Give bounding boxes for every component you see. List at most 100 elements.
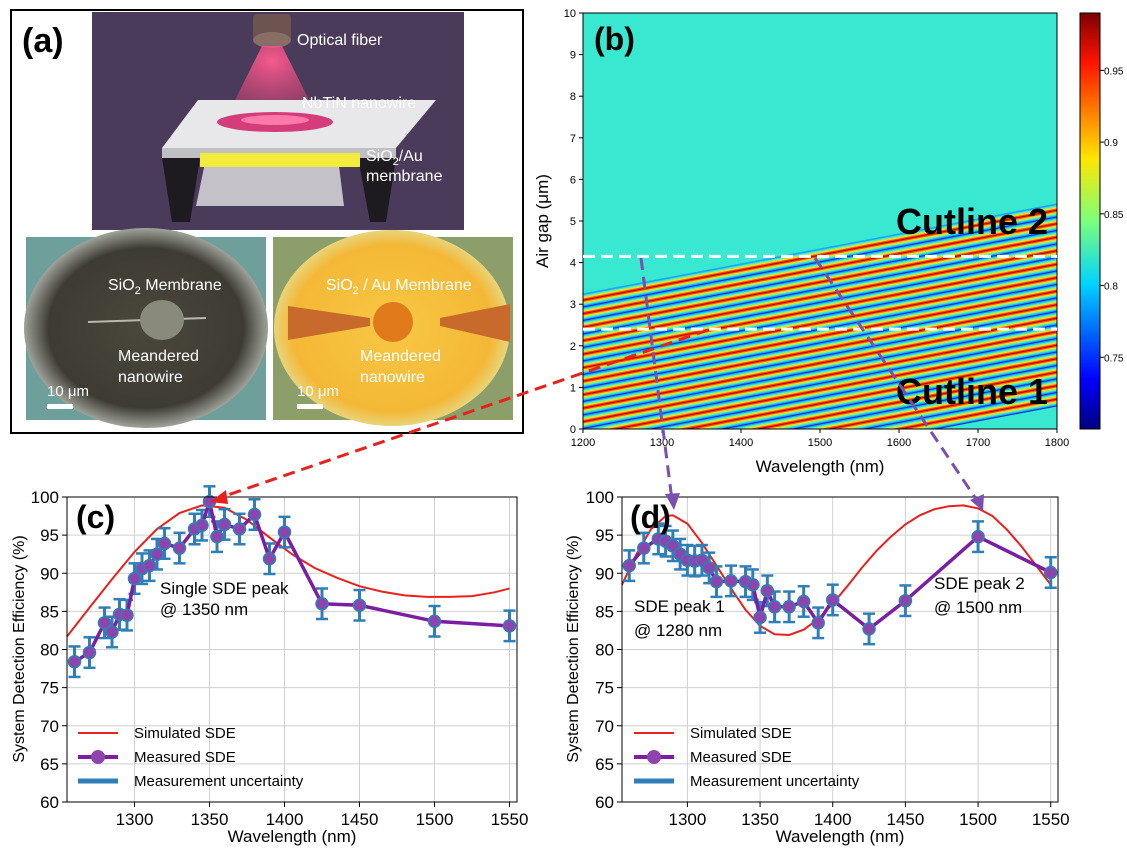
colorbar-tick-label: 0.95 bbox=[1104, 66, 1124, 77]
arrow-head-d-right bbox=[970, 494, 984, 511]
measured-point bbox=[825, 593, 840, 607]
legend-entry: Simulated SDE bbox=[690, 725, 792, 742]
x-tick-label: 1550 bbox=[491, 810, 529, 829]
measured-point bbox=[746, 577, 760, 592]
measured-point bbox=[782, 600, 796, 614]
legend-entry: Measurement uncertainty bbox=[690, 773, 860, 790]
cutlines: Cutline 1 Cutline 2 bbox=[583, 201, 1057, 412]
chip-leg-right bbox=[358, 158, 396, 222]
measured-point bbox=[862, 622, 876, 636]
y-tick-label: 65 bbox=[40, 755, 59, 774]
heatmap-ticks: 1200 1300 1400 1500 1600 1700 1800 0 1 2 3 4 5 6 7 8 9 10 bbox=[564, 8, 1069, 449]
colorbar-ticks: 0.75 0.8 0.85 0.9 0.95 bbox=[1100, 66, 1124, 364]
measured-point bbox=[898, 593, 913, 608]
arrow-head-c bbox=[210, 490, 228, 504]
measured-point bbox=[172, 541, 187, 555]
c-ticks: 1300 1350 1400 1450 1500 1550 60 65 70 75 80 85 90 95… bbox=[31, 488, 529, 829]
au-membrane bbox=[200, 153, 360, 167]
measured-point bbox=[277, 525, 292, 539]
heatmap-y-tick-label: 4 bbox=[570, 258, 576, 270]
heatmap-y-tick-label: 2 bbox=[570, 341, 576, 353]
heatmap-y-tick-label: 10 bbox=[564, 8, 576, 20]
panel-a-label: (a) bbox=[22, 22, 64, 60]
c-annotation-2: @ 1350 nm bbox=[160, 600, 248, 619]
measured-point bbox=[247, 507, 262, 522]
meander-right bbox=[373, 302, 413, 342]
legend-entry: Measured SDE bbox=[134, 749, 236, 766]
heatmap-x-tick-label: 1600 bbox=[887, 437, 911, 449]
measured-point bbox=[666, 539, 680, 553]
membrane-label: SiO2/Au bbox=[366, 148, 423, 168]
panel-d-label: (d) bbox=[630, 499, 671, 535]
x-tick-label: 1500 bbox=[959, 810, 997, 829]
legend-measured-marker bbox=[647, 750, 661, 764]
panel-c-label: (c) bbox=[76, 499, 115, 535]
heatmap-y-tick-label: 0 bbox=[570, 424, 576, 436]
d-y-label: System Detection Efficiency (%) bbox=[565, 535, 582, 762]
measured-point bbox=[767, 600, 782, 614]
scale-right-label: 10 μm bbox=[297, 383, 339, 400]
cutline-label-1: Cutline 1 bbox=[896, 371, 1048, 412]
heatmap-y-tick-label: 3 bbox=[570, 299, 576, 311]
measured-point bbox=[105, 625, 119, 639]
measured-point bbox=[702, 561, 716, 575]
measured-point bbox=[217, 517, 232, 532]
colorbar bbox=[1079, 12, 1101, 430]
measured-point bbox=[142, 558, 157, 573]
device-render: Optical fiber NbTiN nanowire SiO2/Au mem… bbox=[92, 12, 464, 230]
nanowire-highlight bbox=[241, 115, 309, 125]
colorbar-tick-label: 0.85 bbox=[1104, 210, 1124, 221]
x-tick-label: 1350 bbox=[741, 810, 779, 829]
fiber-tip bbox=[253, 32, 291, 48]
heatmap-x-tick-label: 1400 bbox=[729, 437, 753, 449]
measured-point bbox=[811, 616, 825, 630]
heatmap-y-tick-label: 6 bbox=[570, 174, 576, 186]
contact-right bbox=[440, 304, 510, 342]
y-tick-label: 85 bbox=[40, 602, 59, 621]
nanowire-label: NbTiN nanowire bbox=[302, 95, 416, 112]
x-tick-label: 1400 bbox=[266, 810, 304, 829]
measured-point bbox=[760, 584, 775, 598]
c-y-label: System Detection Efficiency (%) bbox=[11, 535, 28, 762]
fiber-label: Optical fiber bbox=[297, 32, 383, 49]
measured-point bbox=[709, 574, 724, 589]
heatmap-x-label: Wavelength (nm) bbox=[756, 457, 885, 476]
measured-point bbox=[315, 597, 329, 611]
y-tick-label: 75 bbox=[595, 679, 614, 698]
colorbar-tick-label: 0.9 bbox=[1104, 138, 1118, 149]
measured-point bbox=[150, 547, 164, 561]
measured-point bbox=[195, 518, 209, 532]
c-legend: Simulated SDE Measured SDE Measurement unc… bbox=[78, 725, 304, 790]
micrograph-left-label-2: nanowire bbox=[118, 369, 183, 386]
d-annotation-1b: @ 1280 nm bbox=[634, 621, 722, 640]
x-tick-label: 1450 bbox=[341, 810, 379, 829]
heatmap-x-tick-label: 1500 bbox=[808, 437, 832, 449]
x-tick-label: 1350 bbox=[191, 810, 229, 829]
y-tick-label: 80 bbox=[40, 641, 59, 660]
scale-right-bar bbox=[297, 404, 323, 409]
measured-point bbox=[971, 529, 985, 544]
arrow-head-d-left bbox=[665, 493, 680, 510]
x-tick-label: 1300 bbox=[668, 810, 706, 829]
panel-a: (a) Optical fiber NbTiN nanowire SiO2 bbox=[10, 9, 524, 434]
measured-point bbox=[82, 645, 97, 660]
d-annotation-2b: @ 1500 nm bbox=[934, 598, 1022, 617]
heatmap-y-label: Air gap (μm) bbox=[533, 174, 552, 268]
d-ticks: 1300 1350 1400 1450 1500 1550 60 65 70 75 80 85 90 95… bbox=[586, 488, 1070, 829]
y-tick-label: 90 bbox=[595, 564, 614, 583]
panel-d: 1300 1350 1400 1450 1500 1550 60 65 70 75 80 85 90 95… bbox=[565, 488, 1070, 846]
measured-point bbox=[120, 608, 134, 622]
colorbar-tick-label: 0.75 bbox=[1104, 353, 1124, 364]
y-tick-label: 100 bbox=[31, 488, 59, 507]
c-x-label: Wavelength (nm) bbox=[228, 827, 357, 846]
simulated-line bbox=[66, 504, 510, 638]
micrograph-left-title: SiO2 Membrane bbox=[108, 277, 222, 297]
c-simulated bbox=[66, 504, 510, 638]
heatmap-x-tick-label: 1300 bbox=[650, 437, 674, 449]
measured-point bbox=[724, 574, 738, 588]
y-tick-label: 65 bbox=[595, 755, 614, 774]
measured-point bbox=[127, 571, 142, 586]
heatmap-bands bbox=[583, 13, 1057, 429]
x-tick-label: 1500 bbox=[416, 810, 454, 829]
